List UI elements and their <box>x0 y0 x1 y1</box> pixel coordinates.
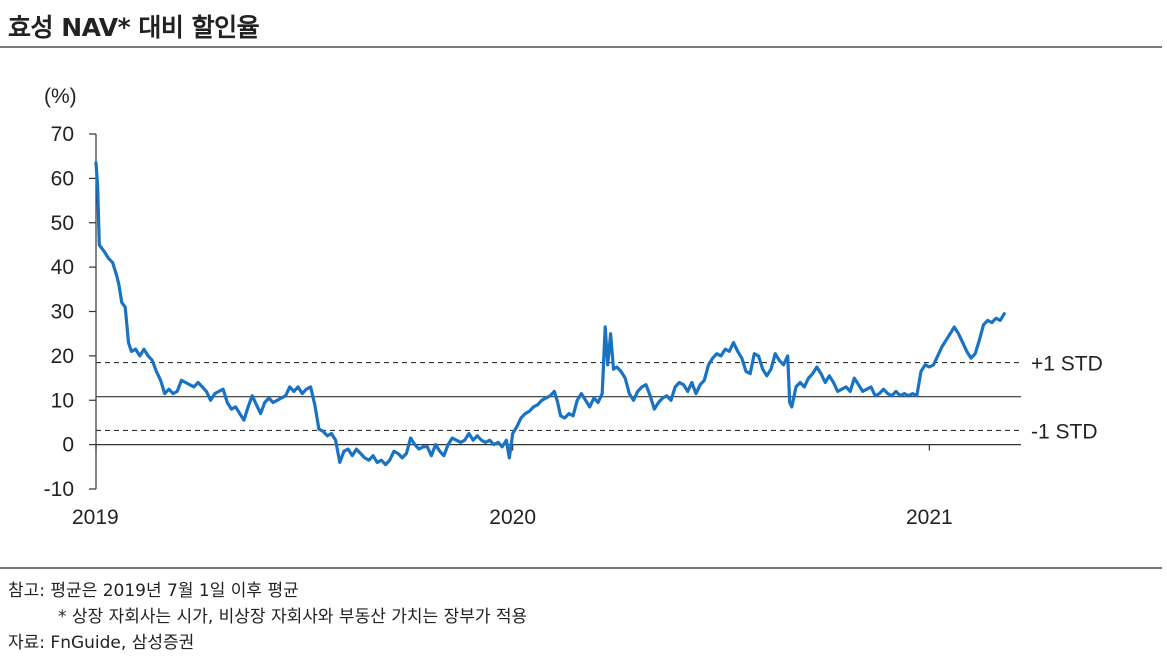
reference-line-label: -1 STD <box>1031 420 1098 443</box>
note-average: 참고: 평균은 2019년 7월 1일 이후 평균 <box>8 581 299 601</box>
y-tick-label: -10 <box>44 478 74 501</box>
y-tick-label: 60 <box>51 167 74 190</box>
x-axis: 2019 2020 2021 <box>72 444 953 529</box>
x-tick-label: 2021 <box>906 506 953 529</box>
y-tick-label: 0 <box>62 434 74 457</box>
y-tick-label: 30 <box>51 301 74 324</box>
reference-line-label: +1 STD <box>1031 353 1103 376</box>
x-tick-label: 2020 <box>489 506 536 529</box>
top-divider <box>0 46 1162 48</box>
y-tick-label: 70 <box>51 123 74 146</box>
discount-line-chart: (%) 70 60 50 40 30 20 10 0 -10 +1 STD -1 STD 2019… <box>44 85 1103 529</box>
series-group <box>94 161 1006 467</box>
y-tick-label: 40 <box>51 256 74 279</box>
chart-title: 효성 NAV* 대비 할인율 <box>8 13 260 42</box>
x-tick-label: 2019 <box>72 506 119 529</box>
y-axis: 70 60 50 40 30 20 10 0 -10 <box>44 123 1021 501</box>
y-tick-label: 50 <box>51 212 74 235</box>
y-tick-label: 20 <box>51 345 74 368</box>
discount-series-line <box>94 161 1006 467</box>
footnotes: 참고: 평균은 2019년 7월 1일 이후 평균 * 상장 자회사는 시가, … <box>8 578 527 656</box>
note-nav-method: * 상장 자회사는 시가, 비상장 자회사와 부동산 가치는 장부가 적용 <box>58 607 528 627</box>
y-unit-label: (%) <box>44 85 77 108</box>
y-tick-label: 10 <box>51 389 74 412</box>
note-source: 자료: FnGuide, 삼성증권 <box>8 633 195 653</box>
bottom-divider <box>0 567 1162 569</box>
